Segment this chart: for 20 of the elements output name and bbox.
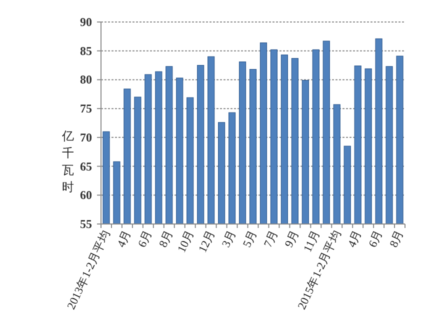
y-tick-label: 85 — [80, 44, 92, 58]
y-tick-label: 70 — [80, 130, 92, 144]
y-axis-title: 亿千瓦时 — [61, 129, 74, 194]
y-tick-label: 75 — [80, 102, 92, 116]
x-tick-label: 8月 — [387, 228, 406, 250]
x-tick-label: 4月 — [345, 228, 365, 250]
x-tick-label: 3月 — [219, 228, 239, 250]
x-tick-label: 12月 — [196, 228, 218, 255]
y-tick-label: 60 — [80, 188, 92, 202]
x-tick-label: 5月 — [240, 228, 260, 250]
y-tick-label: 80 — [80, 72, 92, 87]
x-tick-label: 4月 — [114, 228, 134, 250]
x-tick-label: 8月 — [156, 228, 176, 250]
x-tick-label: 9月 — [282, 228, 302, 250]
y-tick-label: 90 — [80, 15, 92, 29]
y-tick-label: 65 — [80, 159, 92, 174]
x-tick-label: 10月 — [175, 228, 197, 255]
x-tick-label: 7月 — [261, 228, 281, 250]
x-tick-label: 6月 — [136, 228, 155, 250]
x-tick-label: 6月 — [366, 228, 386, 250]
